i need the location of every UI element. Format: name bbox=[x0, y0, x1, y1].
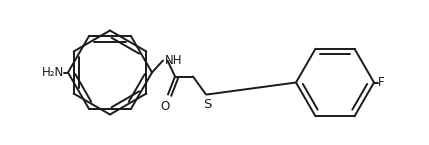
Text: F: F bbox=[378, 76, 385, 89]
Text: NH: NH bbox=[165, 54, 182, 67]
Text: H₂N: H₂N bbox=[42, 66, 64, 79]
Text: S: S bbox=[203, 97, 211, 110]
Text: O: O bbox=[160, 99, 169, 113]
